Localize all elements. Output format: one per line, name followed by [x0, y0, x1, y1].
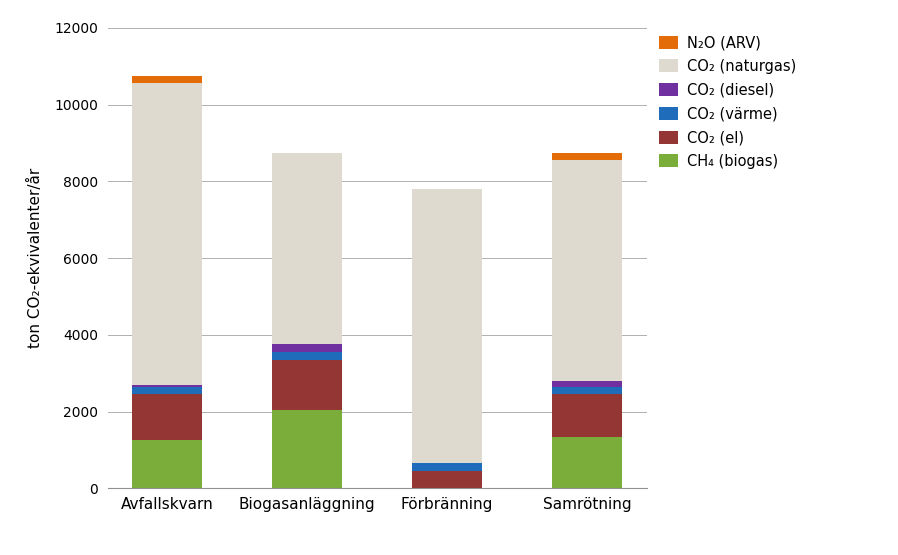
Bar: [412, 471, 482, 488]
Bar: [132, 83, 202, 385]
Y-axis label: ton CO₂-ekvivalenter/år: ton CO₂-ekvivalenter/år: [28, 168, 43, 348]
Bar: [272, 153, 342, 345]
Bar: [552, 395, 622, 437]
Bar: [272, 345, 342, 352]
Bar: [132, 385, 202, 387]
Bar: [552, 381, 622, 387]
Bar: [132, 441, 202, 488]
Bar: [552, 387, 622, 395]
Bar: [412, 189, 482, 463]
Bar: [132, 75, 202, 83]
Bar: [132, 387, 202, 395]
Bar: [412, 463, 482, 471]
Bar: [272, 352, 342, 360]
Bar: [552, 153, 622, 160]
Legend: N₂O (ARV), CO₂ (naturgas), CO₂ (diesel), CO₂ (värme), CO₂ (el), CH₄ (biogas): N₂O (ARV), CO₂ (naturgas), CO₂ (diesel),…: [659, 35, 797, 169]
Bar: [552, 437, 622, 488]
Bar: [552, 160, 622, 381]
Bar: [272, 360, 342, 410]
Bar: [132, 395, 202, 441]
Bar: [272, 410, 342, 488]
